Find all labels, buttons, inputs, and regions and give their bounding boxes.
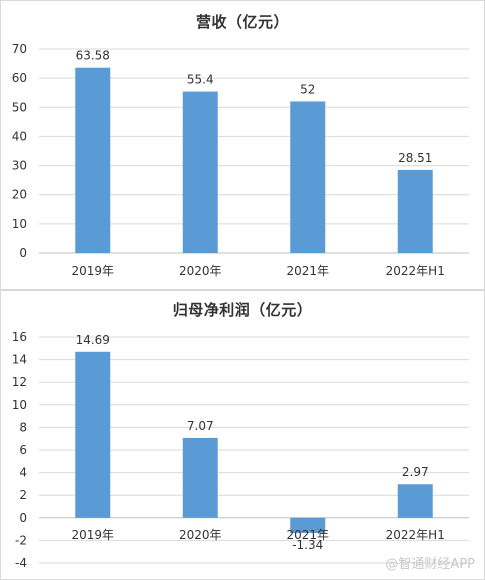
y-tick-label: 10 <box>12 217 27 231</box>
category-label: 2019年 <box>71 264 114 278</box>
y-tick-label: 6 <box>19 443 27 457</box>
revenue-chart: 0 10 20 30 40 50 60 70 63.58 2019年 55.4 2020年 52 2021… <box>12 42 469 278</box>
data-label: 28.51 <box>398 151 432 165</box>
y-tick-label: 20 <box>12 188 27 202</box>
bar <box>182 91 218 253</box>
net-profit-chart-title: 归母净利润（亿元） <box>172 301 313 319</box>
category-label: 2021年 <box>286 528 329 542</box>
category-label: 2020年 <box>179 264 222 278</box>
y-tick-label: 8 <box>19 420 27 434</box>
category-label: 2022年H1 <box>386 264 445 278</box>
data-label: 14.69 <box>76 333 110 347</box>
data-label: 2.97 <box>402 465 429 479</box>
bar <box>290 517 326 533</box>
net-profit-chart: -4 -2 0 2 4 6 8 10 12 14 16 14.69 2019年 7.07 2020年 -1.3… <box>12 330 469 570</box>
y-tick-label: -2 <box>15 533 27 547</box>
y-tick-label: 0 <box>19 511 27 525</box>
data-label: 55.4 <box>187 73 214 87</box>
category-label: 2019年 <box>71 528 114 542</box>
y-tick-label: 10 <box>12 398 27 412</box>
y-tick-label: 4 <box>19 466 27 480</box>
y-tick-label: 30 <box>12 159 27 173</box>
category-label: 2021年 <box>286 264 329 278</box>
data-label: 63.58 <box>76 49 110 63</box>
y-tick-label: 14 <box>12 353 27 367</box>
y-tick-label: 0 <box>19 246 27 260</box>
bar <box>75 351 111 518</box>
category-label: 2022年H1 <box>386 528 445 542</box>
y-tick-label: 12 <box>12 375 27 389</box>
y-tick-label: 60 <box>12 71 27 85</box>
data-label: 7.07 <box>187 419 214 433</box>
y-tick-label: 50 <box>12 100 27 114</box>
y-tick-label: 40 <box>12 129 27 143</box>
y-tick-label: 16 <box>12 330 27 344</box>
category-label: 2020年 <box>179 528 222 542</box>
bar <box>182 437 218 518</box>
bar <box>290 101 326 253</box>
bar <box>397 484 433 518</box>
y-tick-label: 2 <box>19 488 27 502</box>
data-label: -1.34 <box>292 538 323 552</box>
bar <box>75 67 111 253</box>
net-profit-chart-panel: 归母净利润（亿元） -4 -2 0 2 4 6 8 10 12 14 16 14.69 2019年 7.0… <box>0 290 485 580</box>
y-tick-label: -4 <box>15 556 27 570</box>
revenue-chart-title: 营收（亿元） <box>195 13 289 31</box>
data-label: 52 <box>300 82 315 96</box>
watermark: @智通财经APP <box>385 557 475 572</box>
bar <box>397 169 433 253</box>
revenue-chart-panel: 营收（亿元） 0 10 20 30 40 50 60 70 63.58 2019年 55.4 2020… <box>0 0 485 290</box>
y-tick-label: 70 <box>12 42 27 56</box>
